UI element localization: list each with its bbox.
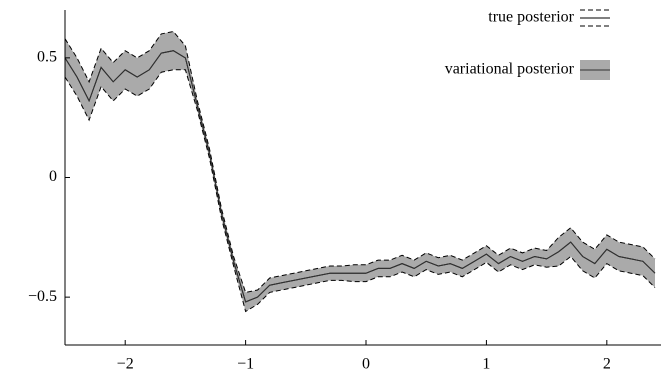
bound-line [64, 69, 656, 313]
band [65, 31, 655, 312]
y-tick-label: 0.5 [37, 49, 57, 66]
legend-label: variational posterior [445, 61, 575, 78]
bound-line [64, 30, 656, 293]
mean-line [64, 50, 656, 303]
y-tick-label: −0.5 [28, 288, 57, 305]
x-tick-label: 0 [362, 356, 370, 373]
x-tick-label: −1 [237, 356, 254, 373]
legend-label: true posterior [488, 9, 574, 26]
x-tick-label: 2 [603, 356, 611, 373]
x-tick-label: −2 [117, 356, 134, 373]
y-tick-label: 0 [49, 168, 57, 185]
x-tick-label: 1 [482, 356, 490, 373]
mean-line [64, 50, 656, 303]
